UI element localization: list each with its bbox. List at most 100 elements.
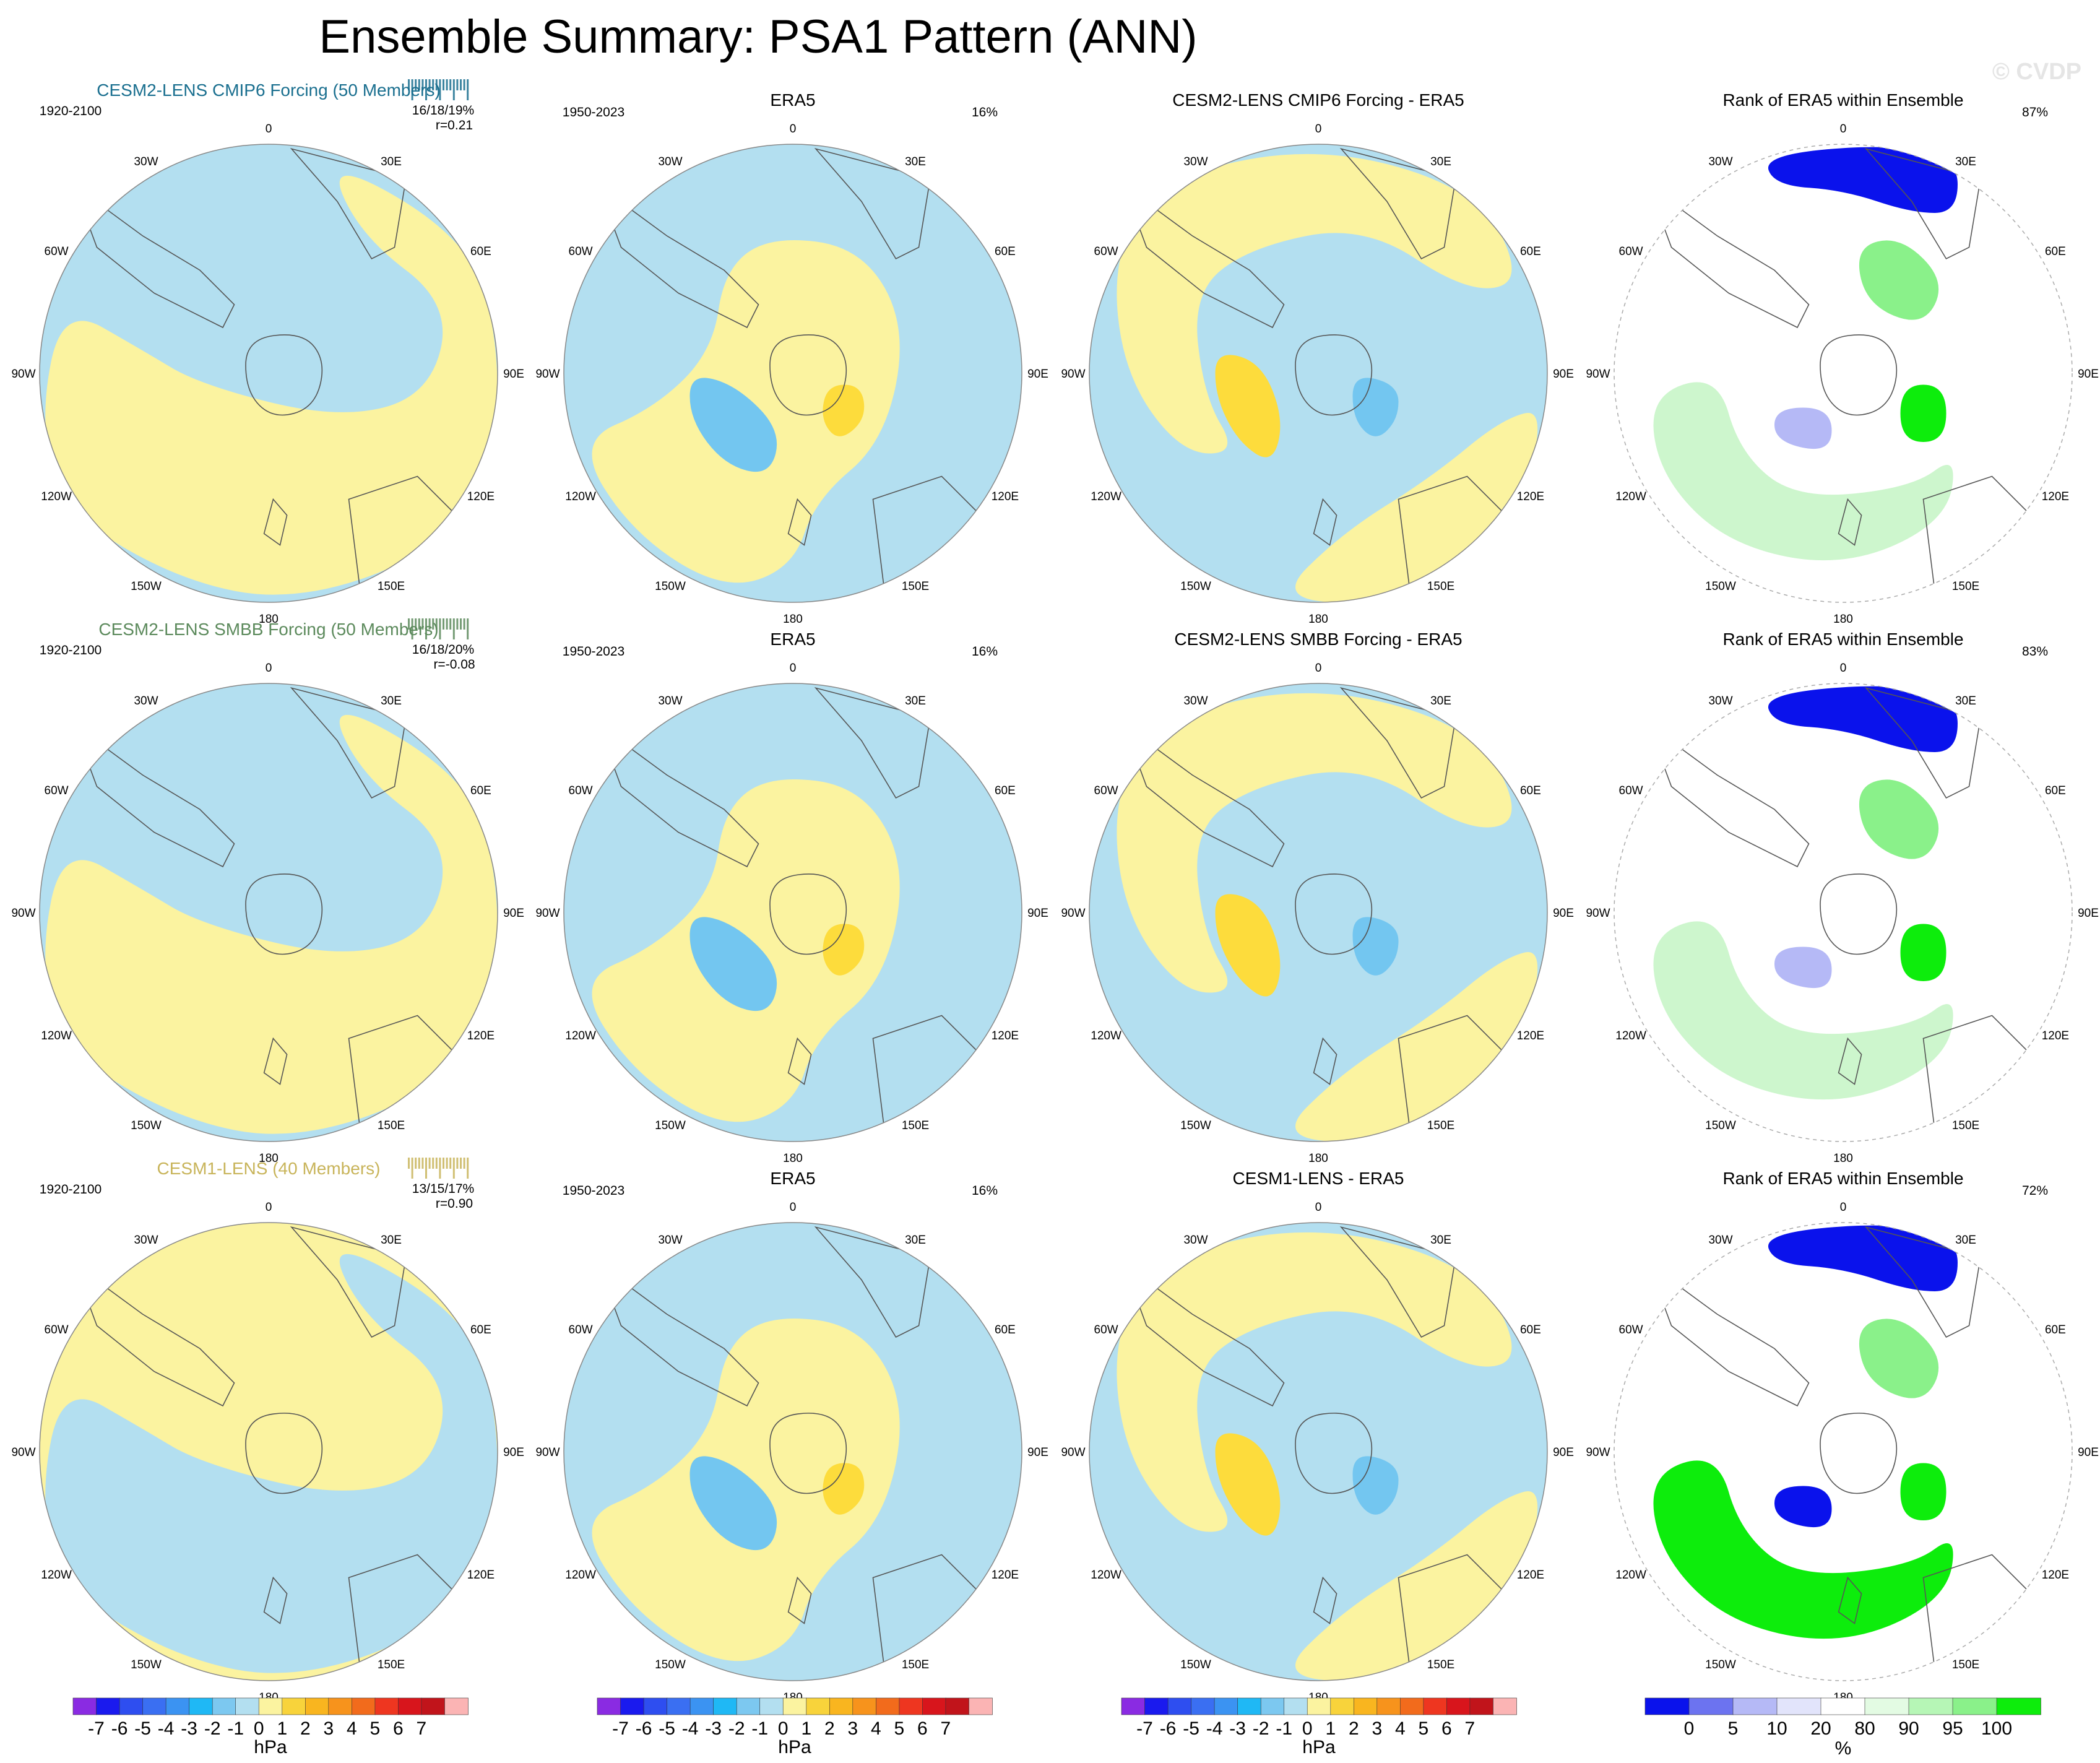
longitude-label: 60E	[2045, 1323, 2066, 1336]
colorbar-tick-label: -7	[612, 1718, 629, 1739]
colorbar-tick-label: -3	[1229, 1718, 1246, 1739]
colorbar-units-label: %	[1835, 1738, 1852, 1759]
longitude-label: 120E	[992, 1029, 1019, 1042]
longitude-label: 120E	[2042, 490, 2069, 503]
positive-region	[823, 384, 865, 436]
longitude-label: 150W	[131, 580, 162, 593]
longitude-label: 90W	[535, 368, 560, 381]
colorbar-tick-label: 7	[1465, 1718, 1476, 1739]
distribution-tick	[449, 79, 452, 90]
distribution-tick	[456, 618, 459, 630]
colorbar-tick-label: 0	[1302, 1718, 1313, 1739]
south-america-outline	[1122, 1262, 1285, 1407]
colorbar-tick-label: 7	[417, 1718, 427, 1739]
colorbar-swatch	[1400, 1697, 1424, 1715]
longitude-label: 0	[266, 662, 272, 675]
longitude-label: 30E	[381, 695, 402, 708]
panel-title: CESM2-LENS SMBB Forcing (50 Members)	[98, 620, 438, 639]
longitude-label: 60W	[569, 245, 593, 258]
distribution-tick	[411, 618, 413, 639]
colorbar-tick-label: -2	[204, 1718, 221, 1739]
colorbar-swatch	[1376, 1697, 1401, 1715]
distribution-tick	[463, 618, 465, 630]
colorbar-swatch	[713, 1697, 737, 1715]
longitude-label: 150W	[1180, 1119, 1211, 1132]
distribution-tick	[446, 618, 448, 630]
distribution-tick	[439, 618, 441, 639]
colorbar-tick-label: 5	[1419, 1718, 1429, 1739]
colorbar-swatch	[1688, 1697, 1734, 1715]
anomaly-region	[45, 175, 498, 595]
panel-title: CESM1-LENS - ERA5	[1233, 1169, 1404, 1188]
longitude-label: 120W	[1091, 490, 1121, 503]
longitude-label: 0	[1840, 1201, 1847, 1214]
longitude-label: 150W	[655, 580, 686, 593]
panel-title: CESM2-LENS CMIP6 Forcing (50 Members)	[97, 80, 440, 100]
colorbar-swatch	[1446, 1697, 1471, 1715]
colorbar-swatch	[1469, 1697, 1494, 1715]
longitude-label: 30W	[1183, 695, 1208, 708]
panel-period: 1920-2100	[40, 1182, 102, 1197]
distribution-tick	[435, 1158, 438, 1169]
longitude-label: 150W	[1180, 1658, 1211, 1671]
panel-period: 1920-2100	[40, 104, 102, 118]
longitude-label: 120E	[2042, 1569, 2069, 1582]
anomaly-region	[45, 714, 498, 1134]
rank-blue-region	[1768, 686, 1958, 752]
panel-title: Rank of ERA5 within Ensemble	[1722, 630, 1963, 649]
rank-blue-region	[1768, 147, 1958, 213]
longitude-label: 90W	[1586, 368, 1610, 381]
longitude-label: 0	[1840, 662, 1847, 675]
antarctica-outline	[1820, 873, 1898, 955]
colorbar-tick-label: -6	[636, 1718, 652, 1739]
colorbar-tick-label: -4	[158, 1718, 175, 1739]
panel-percent: 83%	[2022, 644, 2048, 659]
colorbar-swatch	[1776, 1697, 1821, 1715]
map-fill	[1089, 683, 1547, 1141]
longitude-label: 150W	[655, 1119, 686, 1132]
rank-green-region	[1900, 384, 1947, 442]
distribution-tick	[460, 79, 462, 90]
colorbar-tick-label: 1	[1325, 1718, 1336, 1739]
distribution-tick	[425, 1158, 427, 1179]
rank-green-region	[1900, 1463, 1947, 1520]
colorbar-tick-label: -1	[751, 1718, 768, 1739]
south-america-outline	[597, 184, 759, 329]
distribution-tick	[449, 1158, 452, 1169]
longitude-label: 60W	[1619, 1323, 1643, 1336]
rank-green-region	[1653, 1460, 1953, 1639]
distribution-tick	[449, 618, 452, 630]
distribution-tick	[411, 79, 413, 100]
colorbar-tick-label: -4	[682, 1718, 699, 1739]
longitude-label: 60E	[470, 784, 491, 797]
longitude-label: 0	[790, 1201, 797, 1214]
rank-blue-region	[1768, 1225, 1958, 1291]
south-america-outline	[1647, 723, 1810, 868]
longitude-label: 120W	[41, 1029, 72, 1042]
longitude-label: 30E	[381, 1234, 402, 1247]
colorbar-swatch	[643, 1697, 668, 1715]
colorbar-swatch	[759, 1697, 784, 1715]
longitude-label: 90E	[1027, 368, 1048, 381]
colorbar-tick-label: 20	[1810, 1718, 1831, 1739]
longitude-label: 150E	[1427, 580, 1454, 593]
longitude-label: 30W	[658, 695, 682, 708]
rank-green-region	[1653, 921, 1953, 1100]
map-border	[1089, 683, 1548, 1142]
panel-title: CESM2-LENS SMBB Forcing - ERA5	[1174, 630, 1462, 649]
longitude-label: 90W	[1586, 1446, 1610, 1459]
colorbar-swatch	[876, 1697, 900, 1715]
longitude-label: 120E	[992, 1569, 1019, 1582]
distribution-tick	[446, 1158, 448, 1169]
south-america-outline	[1122, 184, 1285, 329]
longitude-label: 150W	[1705, 1658, 1736, 1671]
longitude-label: 120E	[2042, 1029, 2069, 1042]
new-zealand-outline	[787, 1037, 812, 1085]
colorbar-tick-label: 10	[1766, 1718, 1787, 1739]
colorbar-tick-label: 95	[1942, 1718, 1963, 1739]
distribution-tick	[415, 618, 417, 630]
map-panel-r2c2: ERA5 1950-2023 16% 0 30E 60E 90E 120E 150E 180 150…	[535, 630, 1048, 1165]
rank-blue-region	[1774, 946, 1832, 989]
longitude-label: 60E	[1520, 245, 1541, 258]
